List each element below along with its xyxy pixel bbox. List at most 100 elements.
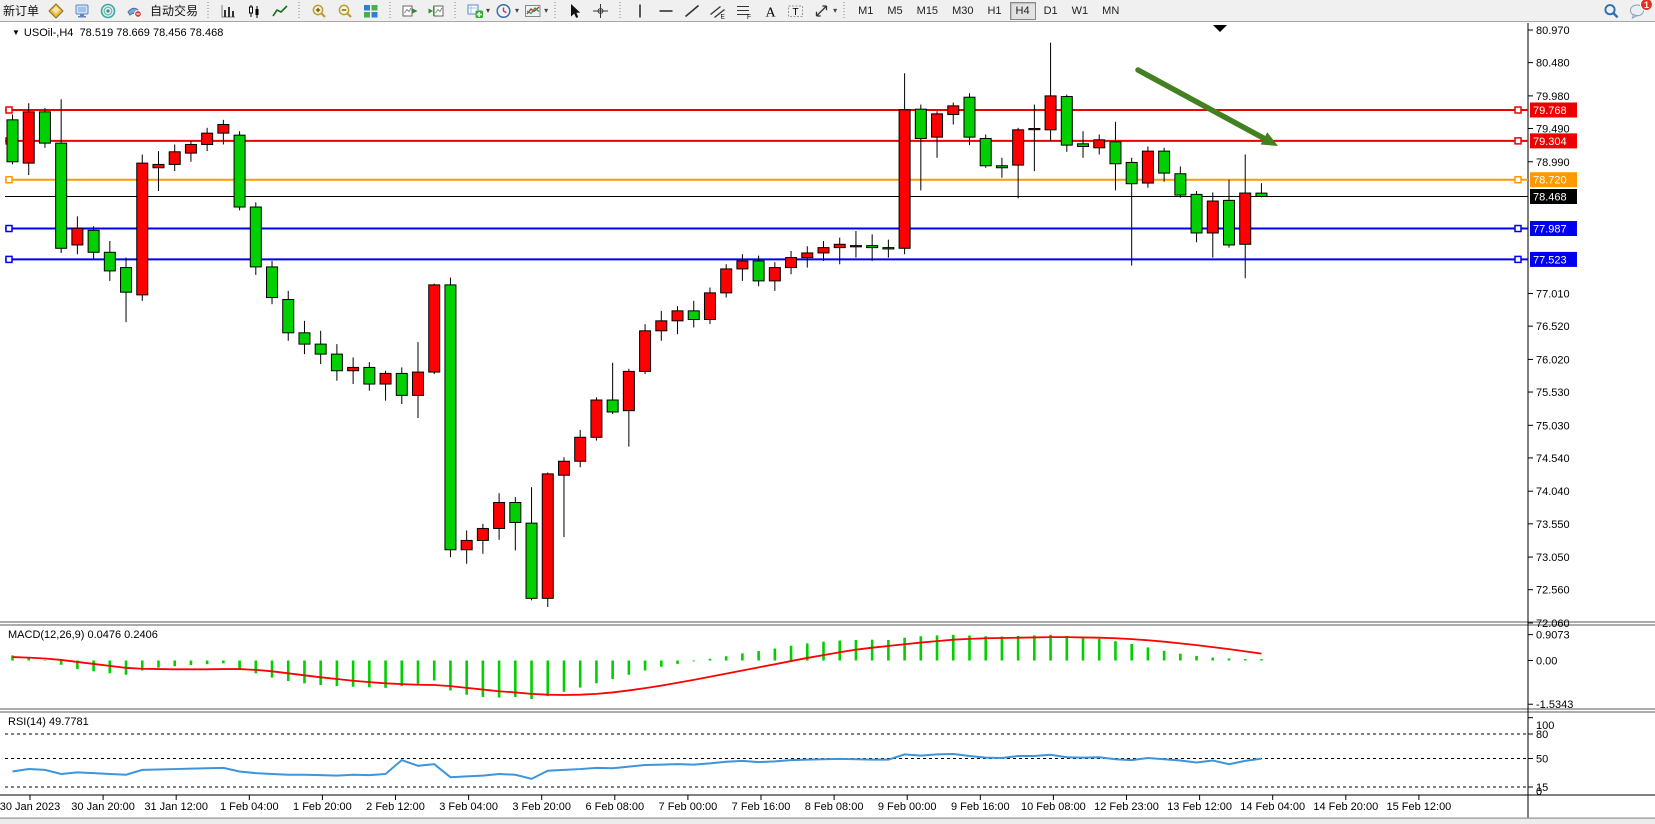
candle — [282, 299, 295, 334]
timeframe-h1[interactable]: H1 — [987, 4, 1002, 17]
candle — [931, 113, 944, 138]
candle — [1239, 192, 1252, 245]
tile-windows-button[interactable] — [359, 1, 383, 21]
chart-menu-icon[interactable]: ▼ — [12, 28, 20, 37]
level-handle[interactable] — [5, 106, 13, 114]
svg-text:E: E — [721, 13, 726, 19]
time-axis-label: 30 Jan 2023 — [0, 801, 60, 813]
new-order-button[interactable] — [44, 1, 68, 21]
svg-text:A: A — [766, 5, 777, 19]
vertical-line-button[interactable] — [628, 1, 652, 21]
macd-axis-label: 0.9073 — [1536, 630, 1570, 642]
toolbar-separator — [552, 1, 560, 20]
timeframe-h4[interactable]: H4 — [1009, 1, 1036, 20]
bar-chart-button[interactable] — [216, 1, 240, 21]
time-axis-label: 8 Feb 08:00 — [805, 801, 864, 813]
new-chart-button[interactable] — [463, 1, 487, 21]
candle — [671, 310, 684, 322]
candle — [428, 284, 441, 373]
timeframe-w1[interactable]: W1 — [1071, 4, 1089, 17]
candle — [233, 134, 246, 208]
timeframe-m1[interactable]: M1 — [858, 4, 874, 17]
price-badge-text: 79.768 — [1533, 105, 1567, 117]
svg-text:F: F — [747, 13, 751, 18]
chart-shift-marker[interactable] — [1213, 25, 1227, 32]
candle — [1141, 150, 1154, 184]
cursor-button[interactable] — [563, 1, 587, 21]
ea-button[interactable] — [122, 1, 146, 21]
level-handle[interactable] — [1514, 255, 1522, 264]
price-badge-text: 79.304 — [1533, 136, 1567, 148]
candle — [898, 109, 911, 249]
candle — [71, 227, 84, 246]
text-label-button[interactable]: T — [784, 1, 808, 21]
candle — [266, 266, 279, 299]
signal-button[interactable] — [96, 1, 120, 21]
terminal-button[interactable] — [70, 1, 94, 21]
notifications-button[interactable]: 1 — [1626, 0, 1653, 21]
price-axis-label: 72.560 — [1536, 585, 1570, 597]
rsi-label: RSI(14) 49.7781 — [8, 716, 89, 728]
time-axis-label: 1 Feb 04:00 — [220, 801, 279, 813]
chart-background — [0, 22, 1655, 824]
candle — [347, 366, 360, 372]
candle — [379, 372, 392, 385]
timeframe-m30[interactable]: M30 — [952, 4, 974, 17]
candle — [752, 260, 765, 282]
level-handle[interactable] — [1514, 106, 1522, 114]
price-axis-label: 77.010 — [1536, 289, 1570, 301]
candle — [444, 284, 457, 551]
text-button[interactable]: A — [758, 1, 782, 21]
timeframe-mn[interactable]: MN — [1102, 4, 1120, 17]
crosshair-button[interactable] — [589, 1, 613, 21]
time-axis-label: 7 Feb 00:00 — [659, 801, 718, 813]
time-axis-label: 2 Feb 12:00 — [366, 801, 425, 813]
zoom-in-button[interactable] — [307, 1, 331, 21]
candle — [314, 343, 327, 355]
annotation-arrowhead[interactable] — [1260, 132, 1278, 146]
auto-scroll-button[interactable] — [398, 1, 422, 21]
period-button[interactable] — [492, 1, 516, 21]
annotation-arrow[interactable] — [1135, 67, 1272, 144]
zoom-out-button[interactable] — [333, 1, 357, 21]
level-handle[interactable] — [5, 224, 13, 233]
channel-button[interactable]: E — [706, 1, 730, 21]
timeframe-m15[interactable]: M15 — [916, 4, 939, 17]
candle — [298, 332, 311, 345]
timeframe-d1[interactable]: D1 — [1043, 4, 1058, 17]
crosshair-icon — [593, 3, 609, 18]
price-axis-label: 80.480 — [1536, 58, 1570, 70]
price-axis-label: 73.550 — [1536, 519, 1570, 531]
level-handle[interactable] — [5, 255, 13, 264]
new-order-button[interactable]: 新订单 — [3, 4, 40, 18]
trendline-button[interactable] — [680, 1, 704, 21]
chart-shift-button[interactable] — [424, 1, 448, 21]
level-handle[interactable] — [1514, 137, 1522, 145]
template-button[interactable] — [521, 1, 545, 21]
timeframe-m5[interactable]: M5 — [887, 4, 903, 17]
candle — [103, 251, 116, 272]
candle — [866, 245, 879, 249]
price-axis-label: 72.060 — [1536, 618, 1570, 630]
candle — [882, 247, 895, 250]
time-axis-label: 14 Feb 04:00 — [1240, 801, 1305, 813]
search-button[interactable] — [1600, 1, 1624, 21]
level-handle[interactable] — [1514, 175, 1522, 184]
auto-trading-button[interactable]: 自动交易 — [150, 4, 199, 18]
candle — [330, 353, 343, 372]
auto-scroll-icon — [402, 5, 418, 16]
ea-icon — [127, 7, 142, 18]
candle — [136, 162, 149, 296]
price-axis-label: 78.990 — [1536, 157, 1570, 169]
shapes-button[interactable] — [810, 1, 834, 21]
fibonacci-button[interactable]: F — [732, 1, 756, 21]
line-chart-button[interactable] — [268, 1, 292, 21]
level-handle[interactable] — [1514, 224, 1522, 233]
level-handle[interactable] — [5, 175, 13, 184]
horizontal-line-button[interactable] — [654, 1, 678, 21]
chart-title: ▼ USOil-,H4 78.519 78.669 78.456 78.468 — [12, 27, 223, 39]
candlestick-chart-button[interactable] — [242, 1, 266, 21]
price-badge-78.468 — [1530, 189, 1577, 205]
price-badge-78.720 — [1530, 172, 1577, 188]
